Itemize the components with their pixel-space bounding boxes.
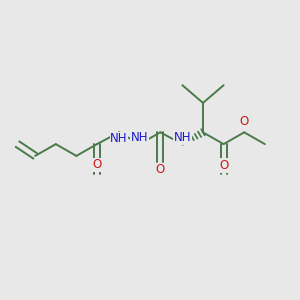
Text: O: O bbox=[156, 163, 165, 176]
Text: NH: NH bbox=[131, 131, 148, 144]
Text: O: O bbox=[219, 159, 228, 172]
Text: O: O bbox=[240, 115, 249, 128]
Text: NH: NH bbox=[110, 132, 128, 145]
Text: O: O bbox=[92, 158, 102, 171]
Text: NH: NH bbox=[174, 131, 191, 144]
